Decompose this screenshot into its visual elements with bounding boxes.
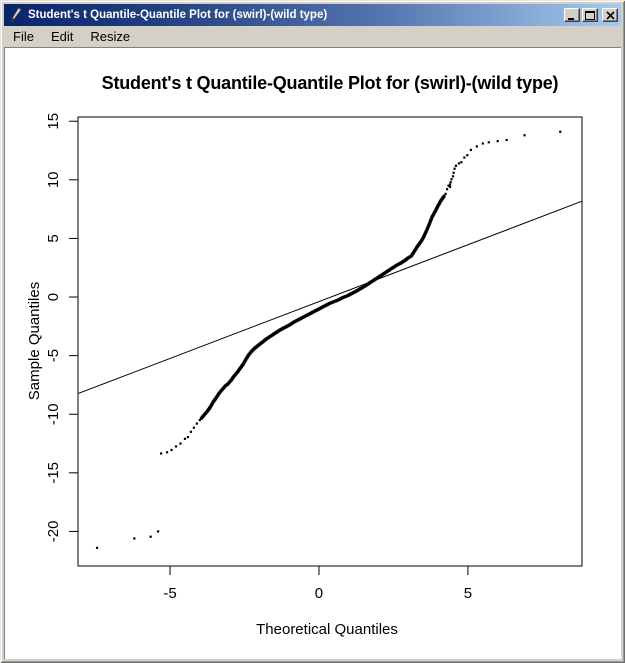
minimize-button[interactable] — [564, 8, 580, 22]
x-tick-label: 5 — [464, 585, 472, 602]
y-tick-label: 5 — [45, 234, 62, 242]
qq-points — [95, 130, 562, 549]
menu-edit[interactable]: Edit — [50, 29, 74, 44]
maximize-icon — [585, 10, 595, 20]
maximize-button[interactable] — [582, 8, 598, 22]
y-tick-label: -10 — [45, 403, 62, 425]
plot-box — [77, 116, 583, 567]
titlebar[interactable]: Student's t Quantile-Quantile Plot for (… — [4, 4, 621, 26]
window-controls — [564, 8, 618, 22]
qq-plot: Student's t Quantile-Quantile Plot for (… — [26, 73, 583, 638]
pen-icon — [8, 7, 24, 23]
menu-file[interactable]: File — [13, 29, 34, 44]
y-tick-label: -20 — [45, 521, 62, 543]
y-tick-label: -15 — [45, 462, 62, 484]
y-tick-label: 0 — [45, 293, 62, 301]
y-axis-label: Sample Quantiles — [26, 282, 43, 400]
menubar: File Edit Resize — [4, 26, 621, 47]
x-tick-label: 0 — [315, 585, 323, 602]
close-button[interactable] — [602, 8, 618, 22]
minimize-icon — [568, 17, 574, 20]
x-axis-label: Theoretical Quantiles — [256, 621, 398, 638]
close-icon — [605, 10, 615, 20]
plot-client-area: Student's t Quantile-Quantile Plot for (… — [4, 47, 621, 659]
axis-ticks: -5 0 5 -20 -15 -10 -5 0 5 10 15 — [45, 113, 472, 602]
menu-resize[interactable]: Resize — [90, 29, 131, 44]
window-title: Student's t Quantile-Quantile Plot for (… — [28, 8, 328, 21]
reference-line — [77, 200, 583, 395]
plot-title: Student's t Quantile-Quantile Plot for (… — [102, 73, 559, 93]
y-tick-label: -5 — [45, 349, 62, 362]
y-tick-label: 15 — [45, 113, 62, 130]
x-tick-label: -5 — [163, 585, 176, 602]
y-tick-label: 10 — [45, 171, 62, 188]
